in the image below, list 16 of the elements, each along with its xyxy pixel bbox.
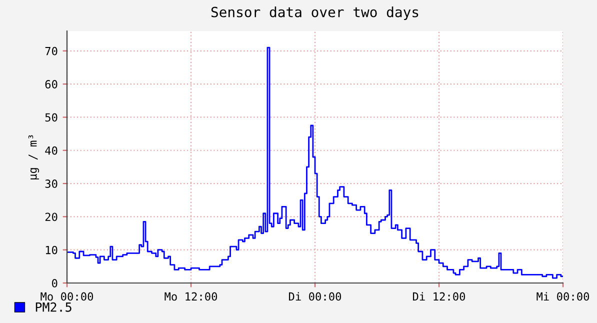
y-tick-label: 30 (45, 180, 58, 188)
y-tick-label: 20 (45, 212, 58, 222)
x-tick-label: Di 12:00 (412, 292, 466, 301)
chart-title: Sensor data over two days (211, 6, 418, 20)
legend-label: PM2.5 (36, 302, 72, 312)
x-tick-label: Di 00:00 (288, 292, 342, 301)
x-tick-label: Mi 00:00 (536, 292, 590, 301)
x-tick-label: Mo 00:00 (40, 292, 94, 301)
y-tick-label: 0 (52, 279, 58, 288)
y-tick-label: 40 (45, 146, 58, 155)
x-tick-label: Mo 12:00 (164, 292, 218, 301)
y-tick-label: 10 (46, 246, 58, 254)
y-tick-label: 60 (45, 80, 58, 88)
y-axis-title: µg / m³ (28, 135, 40, 180)
y-tick-label: 70 (45, 46, 58, 56)
y-tick-label: 50 (45, 113, 58, 122)
